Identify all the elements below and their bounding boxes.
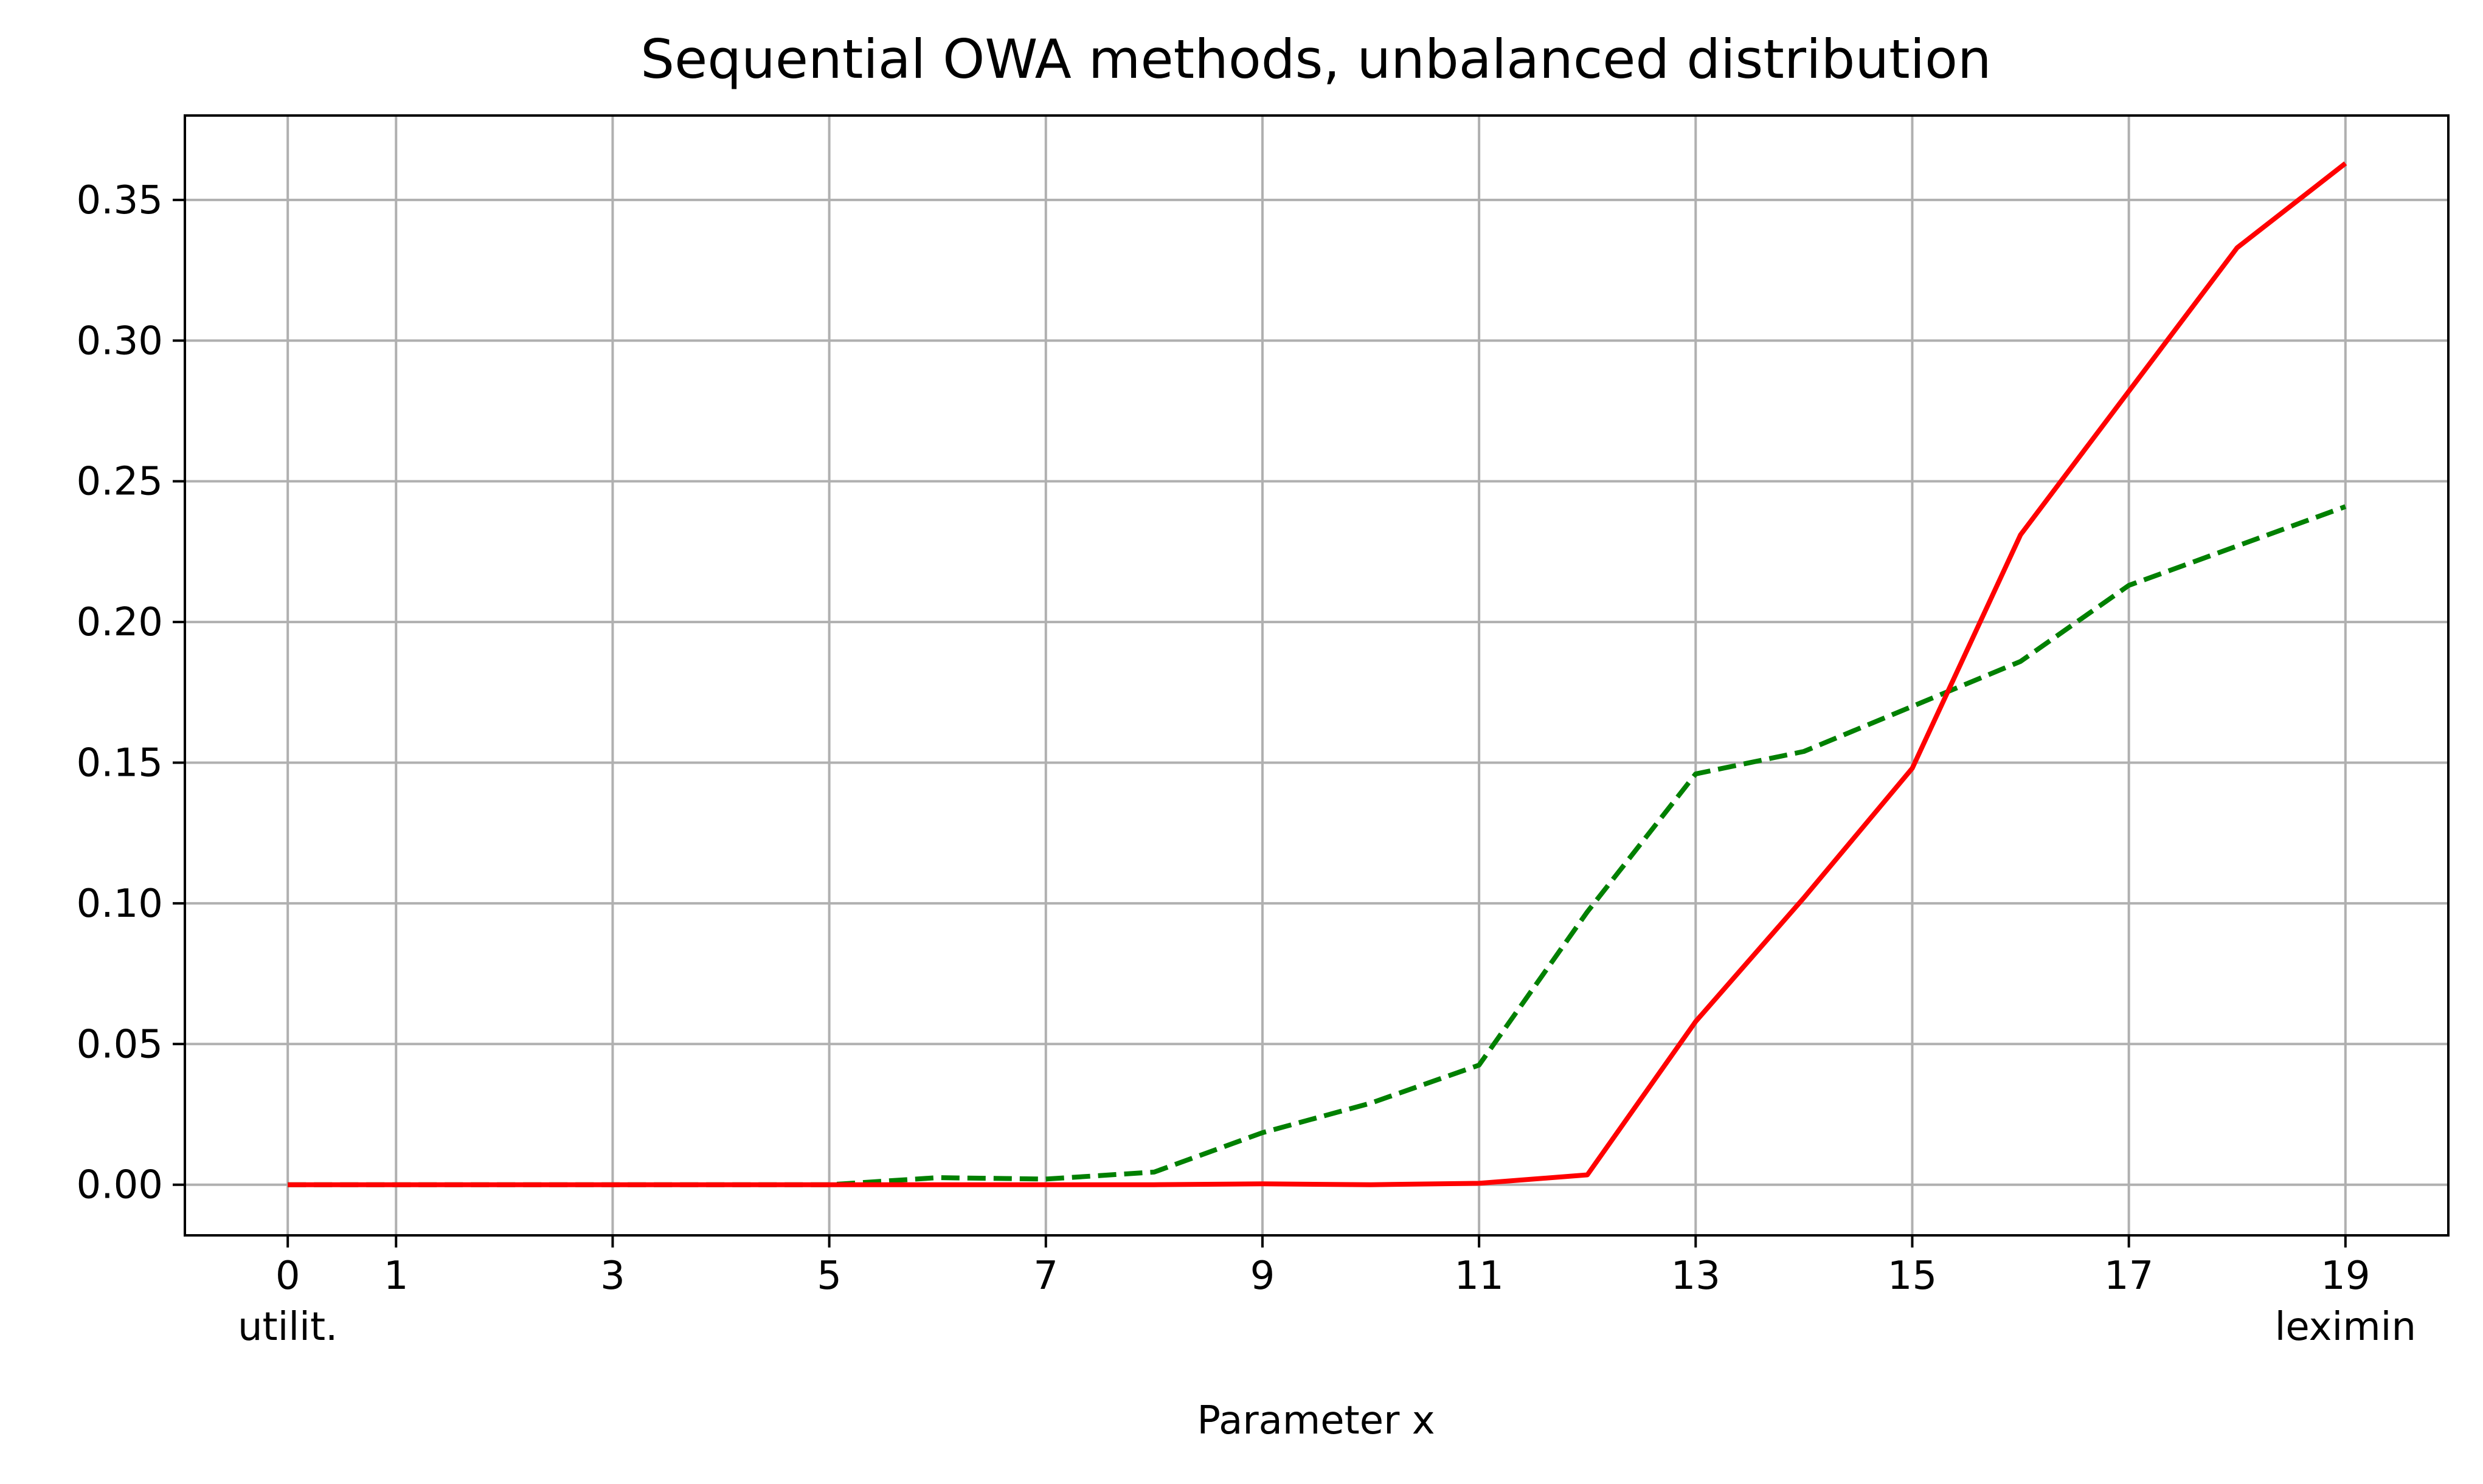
x-tick-label: 0	[275, 1254, 300, 1299]
y-tick-label: 0.20	[77, 600, 164, 645]
x-tick-label: 17	[2104, 1254, 2153, 1299]
x-tick-label: 11	[1454, 1254, 1503, 1299]
series-line-green-dashed	[288, 504, 2347, 1187]
x-tick-sublabel: utilit.	[238, 1305, 338, 1350]
x-tick-label: 19	[2321, 1254, 2370, 1299]
x-tick-label: 15	[1888, 1254, 1937, 1299]
x-tick-label: 9	[1250, 1254, 1275, 1299]
x-axis-label: Parameter x	[1197, 1398, 1435, 1443]
grid-lines	[185, 116, 2448, 1235]
y-tick-label: 0.10	[77, 882, 164, 927]
y-tick-label: 0.05	[77, 1022, 164, 1067]
x-tick-sublabel: leximin	[2275, 1305, 2416, 1350]
plot-frame	[184, 114, 2450, 1237]
series-lines	[288, 161, 2347, 1187]
y-tick-label: 0.25	[77, 460, 164, 505]
x-tick-label: 13	[1671, 1254, 1720, 1299]
x-tick-label: 5	[817, 1254, 842, 1299]
y-tick-label: 0.15	[77, 740, 164, 785]
x-tick-label: 3	[600, 1254, 625, 1299]
series-line-red	[288, 161, 2347, 1187]
x-tick-label: 7	[1033, 1254, 1058, 1299]
y-tick-label: 0.00	[77, 1163, 164, 1208]
y-tick-label: 0.35	[77, 178, 164, 223]
chart-title: Sequential OWA methods, unbalanced distr…	[640, 28, 1991, 91]
x-tick-label: 1	[384, 1254, 409, 1299]
y-tick-label: 0.30	[77, 319, 164, 364]
axis-ticks	[173, 198, 2347, 1248]
